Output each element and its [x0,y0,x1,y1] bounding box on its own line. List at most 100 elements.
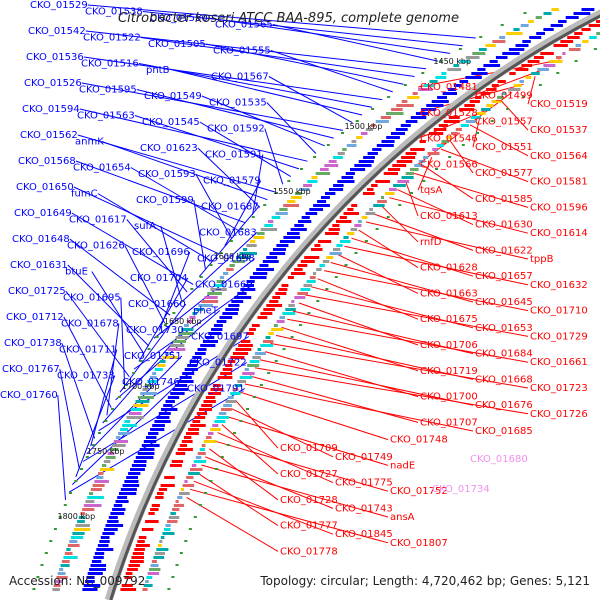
annotation-band [508,88,521,91]
forward-gene [279,240,295,243]
leader-line-left [91,271,145,354]
reverse-gene [497,80,506,83]
forward-gene [294,224,304,227]
reverse-gene [230,356,245,359]
forward-gene [205,336,215,339]
leader-line-right [205,456,334,509]
reverse-gene [278,288,288,291]
gene-label-left: CKO_01746 [122,377,180,388]
annotation-band [242,372,255,375]
gene-label-left: CKO_01550 [150,13,208,24]
forward-gene [243,284,254,287]
forward-gene [276,244,289,247]
forward-gene [97,544,109,547]
forward-gene [133,460,147,463]
annotation-band [111,444,126,447]
marker-dot [461,144,465,146]
forward-gene [231,300,244,303]
backbone-ring [104,9,600,600]
reverse-gene [141,528,154,531]
reverse-gene [343,212,359,215]
reverse-gene [257,316,268,319]
marker-dot [49,540,53,542]
forward-gene [317,200,327,203]
annotation-band [455,128,462,131]
gene-label-right: CKO_01657 [475,271,533,282]
reverse-gene [533,56,544,59]
forward-gene [108,516,118,519]
reverse-gene [375,180,390,183]
marker-dot [199,276,203,278]
annotation-band [275,212,288,215]
marker-dot [117,396,121,398]
forward-gene [358,160,374,163]
forward-gene [522,40,531,43]
gene-label-left: CKO_01563 [77,111,135,122]
gene-label-left: CKO_01542 [28,26,86,37]
leader-line-right [254,367,529,415]
annotation-band [453,64,460,67]
forward-gene [161,408,178,411]
reverse-gene [521,64,533,67]
annotation-band [67,544,80,547]
gene-label-highlight: CKO_01734 [432,484,490,495]
reverse-gene [475,96,482,99]
reverse-gene [567,36,580,39]
scale-label: 1500 kbp [345,122,383,131]
annotation-band [435,76,447,79]
reverse-gene [128,564,140,567]
leader-line-right [305,294,529,337]
leader-line-right [298,302,419,346]
gene-label-right: ansA [390,512,415,523]
leader-line-left [90,349,118,447]
annotation-band [181,328,194,331]
annotation-band [265,336,271,339]
annotation-band [52,588,60,591]
annotation-band [535,16,542,19]
forward-gene [93,556,104,559]
annotation-band [154,552,165,555]
annotation-band [77,520,85,523]
gene-label-left: CKO_01695 [63,293,121,304]
forward-gene [105,524,124,527]
annotation-band [57,572,66,575]
annotation-band [429,80,438,83]
annotation-band [172,508,180,511]
annotation-band [407,96,420,99]
leader-line-right [337,253,419,294]
gene-label-right: CKO_01709 [280,443,338,454]
leader-line-right [281,326,419,372]
marker-dot [36,576,40,578]
reverse-gene [177,448,193,451]
leader-line-left [224,180,262,247]
forward-gene [287,232,300,235]
marker-dot [111,408,114,410]
forward-gene [495,56,508,59]
marker-dot [209,264,213,266]
annotation-band [460,124,469,127]
forward-gene [262,260,279,263]
gene-label-right: CKO_01807 [390,538,448,549]
leader-line-left [69,238,171,316]
gene-label-left: CKO_01617 [69,215,127,226]
reverse-gene [272,296,281,299]
marker-dot [240,228,244,230]
marker-dot [326,144,330,146]
annotation-band [236,256,250,259]
forward-gene [453,84,462,87]
gene-label-left: CKO_01526 [24,78,82,89]
annotation-band [351,140,357,143]
annotation-band [159,540,163,543]
reverse-gene [392,164,407,167]
annotation-band [396,104,414,107]
marker-dot [132,372,136,374]
annotation-band [78,516,86,519]
leader-line-left [138,277,189,362]
annotation-band [271,328,284,331]
gene-label-right: CKO_01743 [335,503,393,514]
leader-line-left [201,95,325,147]
annotation-band [249,360,260,363]
leader-line-left [136,89,334,139]
annotation-band [143,584,153,587]
annotation-band [175,336,189,339]
